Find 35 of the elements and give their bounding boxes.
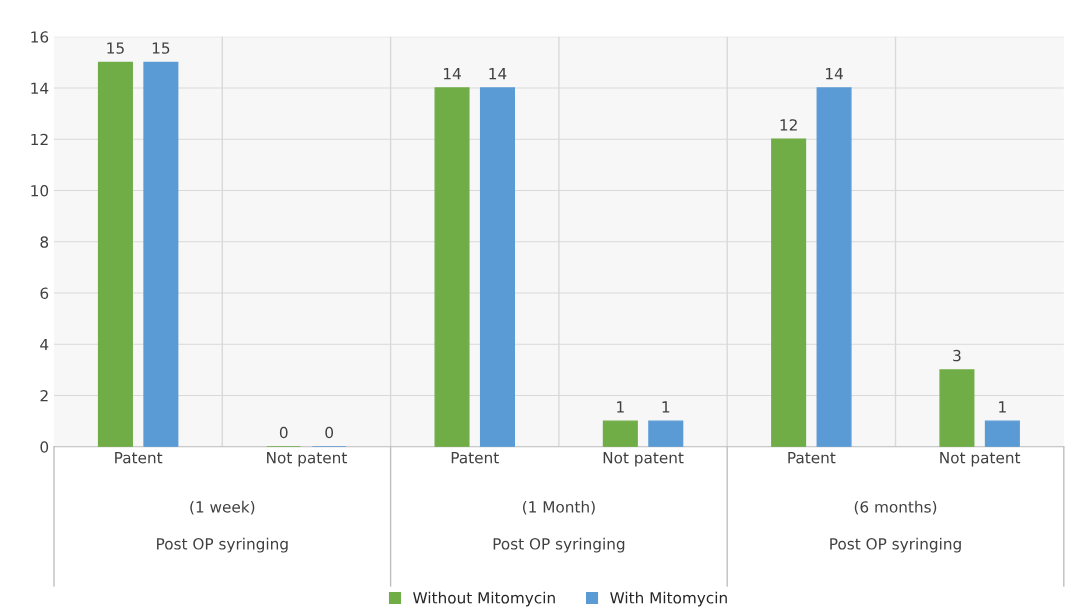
y-tick-label: 6 xyxy=(40,287,49,300)
y-tick-label: 12 xyxy=(31,133,48,146)
data-label: 0 xyxy=(325,426,334,439)
x-tick-label: Patent xyxy=(788,452,836,464)
data-label: 1 xyxy=(617,401,624,413)
x-tick-label: Patent xyxy=(451,452,499,464)
data-label: 12 xyxy=(780,119,797,131)
data-label: 0 xyxy=(279,426,288,439)
y-tick-label: 14 xyxy=(31,82,49,94)
text: (1 Month) xyxy=(523,500,595,515)
y-tick-label: 0 xyxy=(40,441,49,453)
x-tick-label: Patent xyxy=(115,452,163,464)
x-tick-label: Not patent xyxy=(267,452,347,467)
y-tick-label: 16 xyxy=(31,31,49,43)
legend-label: With Mitomycin xyxy=(610,591,727,607)
text: (6 months) xyxy=(854,500,937,515)
data-label: 1 xyxy=(662,401,670,413)
x-tick-label: Not patent xyxy=(940,452,1021,467)
y-tick-label: 4 xyxy=(40,338,49,351)
data-label: 1 xyxy=(999,401,1006,413)
data-label: 14 xyxy=(489,68,507,80)
legend-label: Without Mitomycin xyxy=(413,591,555,607)
data-label: 15 xyxy=(107,42,124,54)
text: (1 week) xyxy=(190,500,255,515)
data-label: 3 xyxy=(953,349,961,362)
y-tick-label: 8 xyxy=(40,236,49,248)
text: Post OP syringing xyxy=(493,537,625,553)
y-tick-label: 10 xyxy=(31,184,49,197)
data-label: 14 xyxy=(826,68,843,80)
text: Post OP syringing xyxy=(830,537,961,553)
x-tick-label: Not patent xyxy=(603,452,684,467)
text: Post OP syringing xyxy=(157,537,288,553)
data-label: 15 xyxy=(152,42,170,54)
data-label: 14 xyxy=(443,68,461,80)
y-tick-label: 2 xyxy=(40,389,48,402)
